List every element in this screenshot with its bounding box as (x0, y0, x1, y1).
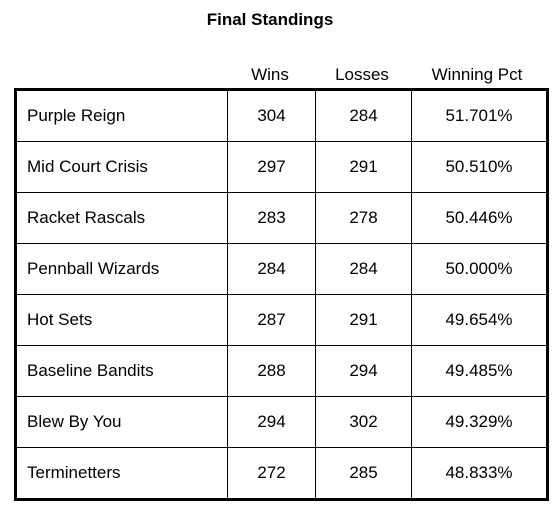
losses-value: 294 (315, 345, 412, 397)
header-losses: Losses (335, 65, 389, 84)
losses-value: 284 (315, 243, 412, 295)
table-row: Mid Court Crisis 297 291 50.510% (15, 141, 548, 193)
table-row: Purple Reign 304 284 51.701% (15, 89, 548, 142)
team-name: Pennball Wizards (15, 243, 228, 295)
team-name: Terminetters (15, 447, 228, 500)
wins-value: 272 (227, 447, 316, 500)
wins-value: 283 (227, 192, 316, 244)
winning-pct-value: 51.701% (411, 89, 548, 142)
losses-value: 285 (315, 447, 412, 500)
losses-value: 278 (315, 192, 412, 244)
wins-value: 287 (227, 294, 316, 346)
page-title: Final Standings (206, 10, 334, 29)
table-row: Pennball Wizards 284 284 50.000% (15, 243, 548, 295)
team-name: Mid Court Crisis (15, 141, 228, 193)
team-name: Blew By You (15, 396, 228, 448)
column-headers: Wins Losses Winning Pct (14, 64, 544, 86)
header-team (14, 64, 226, 86)
table-row: Baseline Bandits 288 294 49.485% (15, 345, 548, 397)
winning-pct-value: 50.510% (411, 141, 548, 193)
team-name: Baseline Bandits (15, 345, 228, 397)
winning-pct-value: 50.000% (411, 243, 548, 295)
losses-value: 291 (315, 141, 412, 193)
table-row: Terminetters 272 285 48.833% (15, 447, 548, 500)
losses-value: 291 (315, 294, 412, 346)
table-row: Blew By You 294 302 49.329% (15, 396, 548, 448)
winning-pct-value: 50.446% (411, 192, 548, 244)
wins-value: 294 (227, 396, 316, 448)
team-name: Racket Rascals (15, 192, 228, 244)
table-row: Hot Sets 287 291 49.654% (15, 294, 548, 346)
winning-pct-value: 49.485% (411, 345, 548, 397)
wins-value: 304 (227, 89, 316, 142)
team-name: Hot Sets (15, 294, 228, 346)
losses-value: 302 (315, 396, 412, 448)
winning-pct-value: 49.329% (411, 396, 548, 448)
standings-table: Purple Reign 304 284 51.701% Mid Court C… (14, 88, 549, 501)
wins-value: 297 (227, 141, 316, 193)
wins-value: 288 (227, 345, 316, 397)
header-wins: Wins (251, 65, 289, 84)
wins-value: 284 (227, 243, 316, 295)
winning-pct-value: 49.654% (411, 294, 548, 346)
losses-value: 284 (315, 89, 412, 142)
header-winning-pct: Winning Pct (431, 65, 523, 84)
team-name: Purple Reign (15, 89, 228, 142)
table-row: Racket Rascals 283 278 50.446% (15, 192, 548, 244)
winning-pct-value: 48.833% (411, 447, 548, 500)
